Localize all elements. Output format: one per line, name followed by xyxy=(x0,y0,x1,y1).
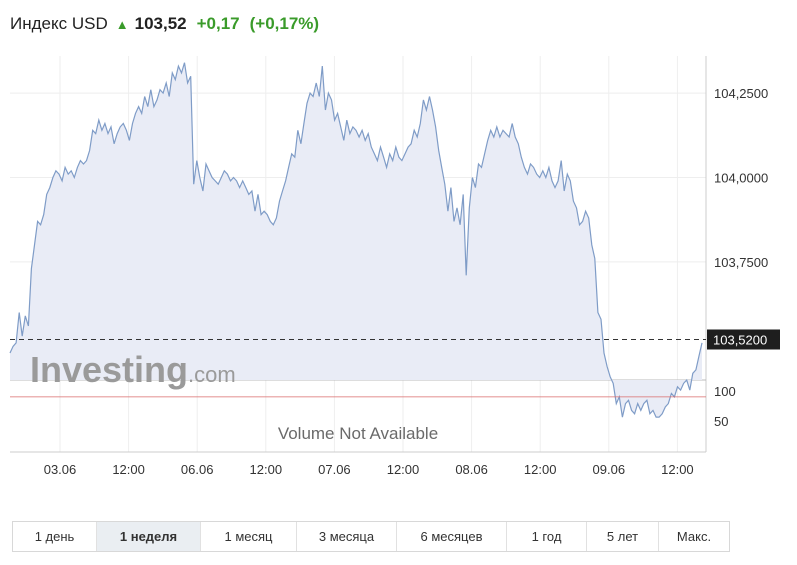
price-chart[interactable]: Investing.com 103,5200 104,2500 104,0000 103… xyxy=(0,0,797,510)
period-tab[interactable]: 3 месяца xyxy=(297,522,397,551)
period-tab[interactable]: 1 месяц xyxy=(201,522,297,551)
period-tab[interactable]: Макс. xyxy=(676,529,712,544)
time-tick-label: 12:00 xyxy=(387,462,420,477)
period-tab[interactable]: 1 год xyxy=(507,522,587,551)
price-area xyxy=(10,62,702,418)
period-tab[interactable]: 1 неделя xyxy=(97,522,201,551)
price-change-percent: (+0,17%) xyxy=(249,14,320,33)
period-tab[interactable]: 6 месяцев xyxy=(397,522,507,551)
time-tick-label: 12:00 xyxy=(112,462,145,477)
logo-brand: Investing xyxy=(30,349,188,390)
time-tick-label: 07.06 xyxy=(318,462,351,477)
time-tick-label: 12:00 xyxy=(524,462,557,477)
instrument-title: Индекс USD xyxy=(10,14,108,33)
last-price: 103,52 xyxy=(134,14,187,33)
price-line[interactable] xyxy=(9,62,703,418)
price-change: +0,17 xyxy=(196,14,240,33)
volume-not-available: Volume Not Available xyxy=(278,424,438,443)
time-tick-label: 08.06 xyxy=(455,462,488,477)
period-selector: 1 день 1 неделя 1 месяц 3 месяца 6 месяцев 1 … xyxy=(12,521,730,552)
investing-logo: Investing.com xyxy=(30,349,236,390)
quote-header: Индекс USD ▲ 103,52 +0,17 (+0,17%) xyxy=(10,12,319,36)
up-arrow-icon: ▲ xyxy=(115,16,129,32)
time-tick-label: 12:00 xyxy=(250,462,283,477)
price-tick-label: 104,0000 xyxy=(714,171,768,186)
price-tick-label: 104,2500 xyxy=(714,86,768,101)
logo-suffix: .com xyxy=(188,362,236,387)
current-price-label: 103,5200 xyxy=(713,333,767,348)
time-tick-label: 12:00 xyxy=(661,462,694,477)
period-tab[interactable]: 1 день xyxy=(13,522,97,551)
volume-tick-label: 50 xyxy=(714,414,728,429)
time-tick-label: 09.06 xyxy=(593,462,626,477)
period-tab[interactable]: 5 лет xyxy=(587,522,659,551)
time-tick-label: 03.06 xyxy=(44,462,77,477)
time-tick-label: 06.06 xyxy=(181,462,214,477)
volume-tick-label: 100 xyxy=(714,384,736,399)
current-price-box xyxy=(707,329,780,350)
price-tick-label: 103,7500 xyxy=(714,255,768,270)
